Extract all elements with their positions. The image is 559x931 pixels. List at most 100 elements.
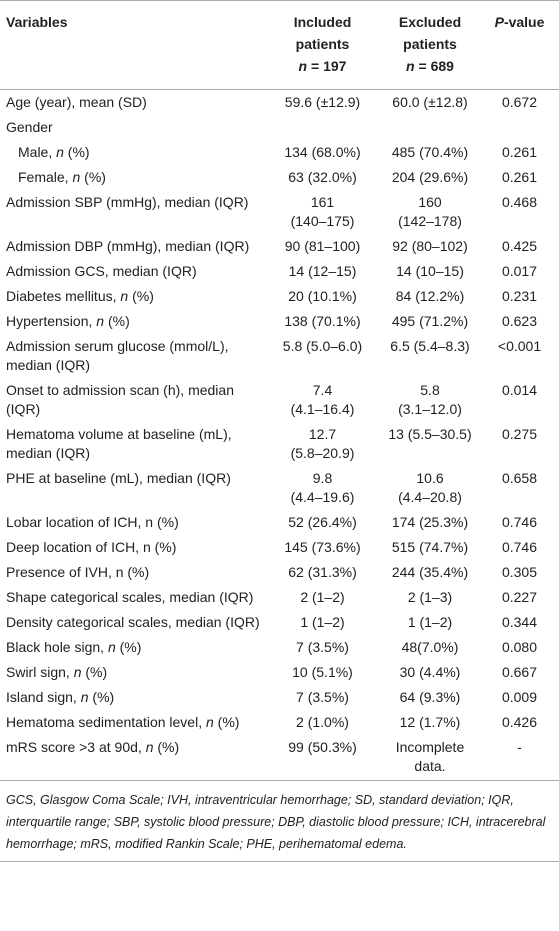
footnote: GCS, Glasgow Coma Scale; IVH, intraventr… xyxy=(0,781,559,862)
text-segment: (%) xyxy=(80,169,106,185)
table-row: Deep location of ICH, n (%) 145 (73.6%) 51… xyxy=(0,535,559,560)
table-cell: 0.468 xyxy=(501,194,538,210)
text-segment: Female, xyxy=(18,169,73,185)
table-row: Admission DBP (mmHg), median (IQR) 90 (81… xyxy=(0,234,559,259)
table-row: Hypertension, n (%) 138 (70.1%) 495 (71.2%… xyxy=(0,309,559,334)
table-cell: 90 (81–100) xyxy=(284,238,361,254)
text-segment: mRS score >3 at 90d, xyxy=(6,739,146,755)
table-cell: 2 (1.0%) xyxy=(296,714,349,730)
table-row: Gender xyxy=(0,115,559,140)
table-cell: 10.6 (4.4–20.8) xyxy=(398,470,462,505)
table-cell: 0.014 xyxy=(501,382,538,398)
table-cell: 0.658 xyxy=(501,470,538,486)
text-segment: n xyxy=(96,313,105,329)
table-cell: 0.227 xyxy=(501,589,538,605)
row-label: PHE at baseline (mL), median (IQR) xyxy=(6,470,231,486)
table-cell: 92 (80–102) xyxy=(392,238,468,254)
text-segment: = 197 xyxy=(307,58,347,74)
text-segment: (%) xyxy=(104,313,130,329)
table-cell: 7 (3.5%) xyxy=(296,689,349,705)
text-segment: Male, xyxy=(18,144,57,160)
text-segment: n xyxy=(56,144,64,160)
table-row: Diabetes mellitus, n (%) 20 (10.1%) 84 (12… xyxy=(0,284,559,309)
table-cell: 13 (5.5–30.5) xyxy=(388,426,472,442)
row-label: Black hole sign, n (%) xyxy=(0,635,265,660)
table-cell: 0.231 xyxy=(501,288,538,304)
table-cell: 174 (25.3%) xyxy=(391,514,469,530)
text-segment: n xyxy=(145,739,154,755)
table-cell: 2 (1–2) xyxy=(300,589,345,605)
table-cell: - xyxy=(480,735,559,781)
table-cell: 30 (4.4%) xyxy=(399,664,461,680)
row-label: Male, n (%) xyxy=(0,140,265,165)
table-row: Onset to admission scan (h), median (IQR… xyxy=(0,378,559,422)
table-cell: 62 (31.3%) xyxy=(288,564,357,580)
table-row: Density categorical scales, median (IQR)… xyxy=(0,610,559,635)
text-segment: Swirl sign, xyxy=(6,664,74,680)
table-row: Admission SBP (mmHg), median (IQR) 161 (1… xyxy=(0,190,559,234)
table-body: Age (year), mean (SD) 59.6 (±12.9) 60.0 (±… xyxy=(0,90,559,781)
table-cell: 5.8 (3.1–12.0) xyxy=(398,382,462,417)
table-row: Swirl sign, n (%) 10 (5.1%) 30 (4.4%) 0.667 xyxy=(0,660,559,685)
text-segment: n xyxy=(107,639,116,655)
table-cell: 0.623 xyxy=(501,313,538,329)
text-segment: Diabetes mellitus, xyxy=(6,288,121,304)
table-cell: 0.344 xyxy=(501,614,538,630)
text-segment: (%) xyxy=(88,689,115,705)
text-segment: n xyxy=(80,689,89,705)
table-cell: 48(7.0%) xyxy=(401,639,459,655)
data-table: Variables Included patients n = 197 Exclud… xyxy=(0,0,559,781)
table-cell: 160 (142–178) xyxy=(398,194,462,229)
table-cell: Incomplete data. xyxy=(380,735,480,781)
text-segment: Hypertension, xyxy=(6,313,97,329)
table-row: Admission GCS, median (IQR) 14 (12–15) 14 … xyxy=(0,259,559,284)
text-segment: n xyxy=(406,58,415,74)
row-label: mRS score >3 at 90d, n (%) xyxy=(0,735,265,781)
row-label: Density categorical scales, median (IQR) xyxy=(6,614,260,630)
table-cell: 0.275 xyxy=(501,426,538,442)
table-cell: 0.261 xyxy=(501,169,538,185)
header-cell: P-value xyxy=(480,0,559,90)
row-label: Shape categorical scales, median (IQR) xyxy=(6,589,254,605)
table-cell: 14 (12–15) xyxy=(288,263,357,279)
row-label: Hematoma volume at baseline (mL), median… xyxy=(6,426,232,461)
table-cell: 20 (10.1%) xyxy=(288,288,357,304)
header-cell: Variables xyxy=(0,0,265,90)
table-cell: 59.6 (±12.9) xyxy=(284,94,361,110)
table-row: Hematoma volume at baseline (mL), median… xyxy=(0,422,559,466)
text-segment: Hematoma sedimentation level, xyxy=(6,714,206,730)
row-label: Female, n (%) xyxy=(0,165,265,190)
table-cell: 84 (12.2%) xyxy=(395,288,465,304)
row-label: Admission serum glucose (mmol/L), median… xyxy=(6,338,229,373)
table-cell: 9.8 (4.4–19.6) xyxy=(290,470,355,505)
header-cell: Included patients n = 197 xyxy=(265,0,380,90)
row-label: Presence of IVH, n (%) xyxy=(6,564,150,580)
text-segment: (%) xyxy=(153,739,180,755)
text-segment: (%) xyxy=(81,664,108,680)
text-segment: = 689 xyxy=(414,58,454,74)
table-cell: 2 (1–3) xyxy=(407,589,453,605)
table-row: Hematoma sedimentation level, n (%) 2 (1.… xyxy=(0,710,559,735)
text-segment: n xyxy=(72,169,81,185)
text-segment: (%) xyxy=(63,144,90,160)
table-row: Male, n (%) 134 (68.0%) 485 (70.4%) 0.261 xyxy=(0,140,559,165)
table-cell: 0.746 xyxy=(501,539,538,555)
text-segment: (%) xyxy=(115,639,142,655)
text-segment: n xyxy=(206,714,214,730)
table-cell: 1 (1–2) xyxy=(407,614,453,630)
table-row: Shape categorical scales, median (IQR) 2 … xyxy=(0,585,559,610)
table-row: Admission serum glucose (mmol/L), median… xyxy=(0,334,559,378)
row-label: Island sign, n (%) xyxy=(0,685,265,710)
text-segment: n xyxy=(298,58,308,74)
table-cell xyxy=(380,115,480,140)
row-label: Onset to admission scan (h), median (IQR… xyxy=(6,382,234,417)
table-cell: 0.017 xyxy=(501,263,538,279)
text-segment: Variables xyxy=(6,14,68,30)
table-cell: 138 (70.1%) xyxy=(284,313,361,329)
text-segment: n xyxy=(120,288,129,304)
table-cell: 7.4 (4.1–16.4) xyxy=(290,382,355,417)
table-row: Island sign, n (%) 7 (3.5%) 64 (9.3%) 0.009 xyxy=(0,685,559,710)
row-label: Age (year), mean (SD) xyxy=(6,94,147,110)
table-row: Black hole sign, n (%) 7 (3.5%) 48(7.0%) 0.… xyxy=(0,635,559,660)
table-cell: 145 (73.6%) xyxy=(284,539,361,555)
